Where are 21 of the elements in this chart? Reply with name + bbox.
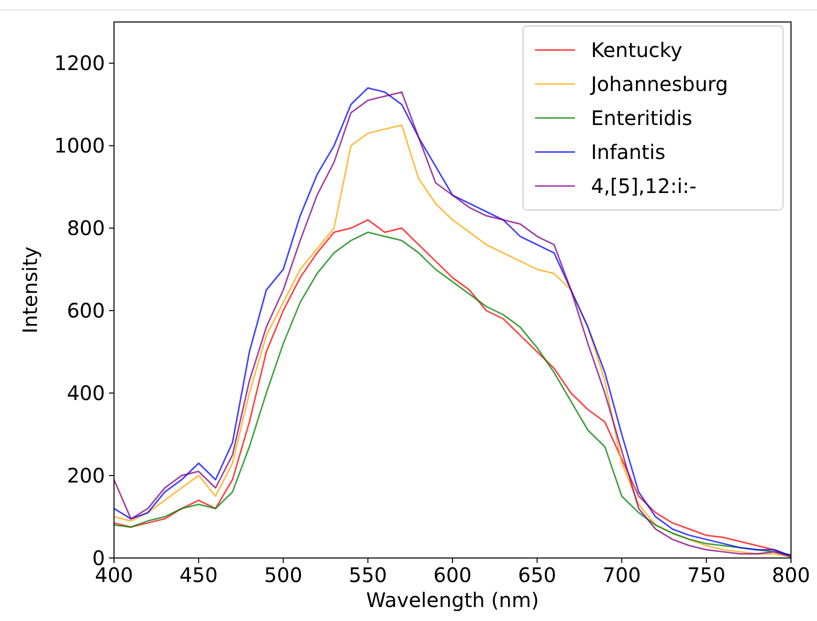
y-tick-label: 1200 [54,51,105,76]
x-tick-label: 450 [180,563,218,587]
legend-label: Infantis [591,140,666,164]
x-tick-label: 500 [264,563,302,587]
legend-label: Kentucky [591,38,682,62]
y-axis-title: Intensity [18,246,42,334]
x-tick-label: 550 [348,563,387,587]
y-tick-label: 600 [66,298,105,323]
x-tick-label: 800 [772,563,810,587]
x-axis-title: Wavelength (nm) [366,588,539,612]
y-tick-label: 400 [66,381,105,406]
legend-label: Enteritidis [591,106,692,130]
x-tick-label: 650 [518,563,556,587]
legend-label: Johannesburg [589,72,728,96]
legend-label: 4,[5],12:i:- [591,174,696,198]
y-tick-label: 200 [66,464,105,488]
y-tick-label: 1000 [54,134,105,158]
x-tick-label: 750 [687,563,726,587]
x-tick-label: 700 [602,563,641,587]
x-tick-label: 600 [433,563,472,587]
y-tick-label: 800 [66,216,105,240]
